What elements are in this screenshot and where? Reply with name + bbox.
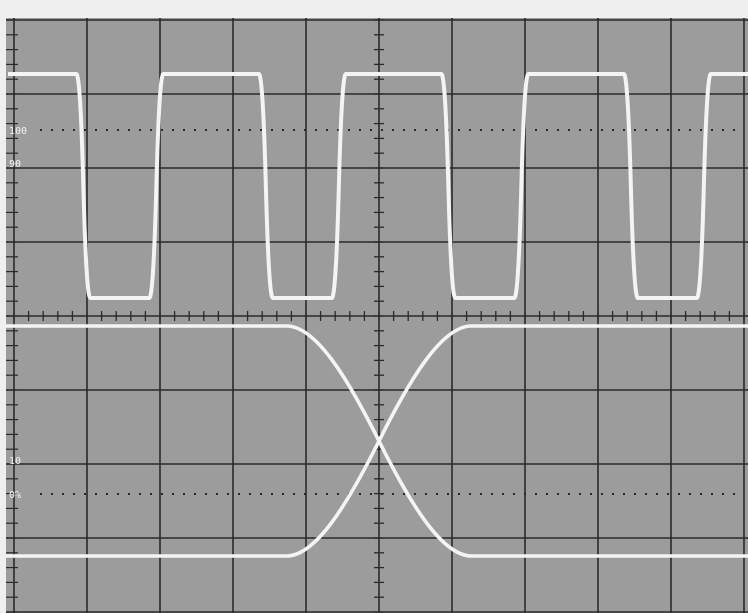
percent-label-100: 100 <box>9 126 27 137</box>
percent-label-0: 0% <box>9 490 21 501</box>
graticule-ticks <box>6 19 745 613</box>
square-wave-trace <box>8 72 748 300</box>
percent-reference-lines <box>40 129 744 495</box>
rising-transition-trace <box>6 324 748 558</box>
percent-label-10: 10 <box>9 456 21 467</box>
signal-traces <box>6 72 748 558</box>
percent-label-90: 90 <box>9 159 21 170</box>
percent-labels: 100 90 10 0% <box>9 126 27 501</box>
